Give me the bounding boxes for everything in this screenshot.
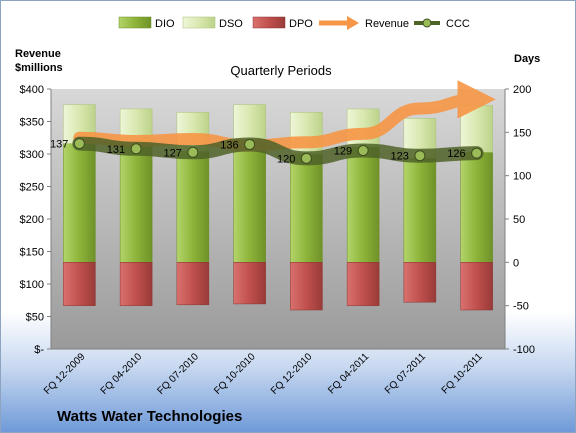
legend-swatch-dio <box>118 16 152 29</box>
left-tick-label: $150 <box>20 247 44 259</box>
left-tick-label: $300 <box>20 149 44 161</box>
lines-group: 137 131 127 136 120 129 123 126 <box>50 80 496 166</box>
legend: DIO DSO DPO Revenue CCC <box>118 16 470 30</box>
x-tick-label: FQ 04-2010 <box>99 351 145 397</box>
x-tick-label: FQ 12-2010 <box>269 351 315 397</box>
bar-dio <box>290 153 323 263</box>
right-tick-label: 100 <box>513 171 531 183</box>
legend-ccc-marker <box>422 18 432 28</box>
bar-dio <box>176 151 210 263</box>
legend-label-revenue: Revenue <box>365 18 409 30</box>
bar-dpo <box>346 262 380 306</box>
ccc-data-label: 126 <box>447 148 465 160</box>
legend-swatch-dso <box>182 16 216 29</box>
revenue-line <box>73 80 496 152</box>
left-tick-label: $200 <box>20 214 44 226</box>
bar-dpo <box>233 262 266 305</box>
ccc-point <box>130 143 142 155</box>
company-name: Watts Water Technologies <box>57 408 242 425</box>
right-tick-label: 200 <box>513 84 531 96</box>
left-tick-label: $350 <box>20 117 44 129</box>
bar-dpo <box>119 262 153 306</box>
left-tick-label: $100 <box>20 279 44 291</box>
ccc-data-label: 129 <box>334 146 352 158</box>
bar-dpo <box>290 262 323 311</box>
ccc-line <box>72 136 484 166</box>
bar-dio <box>460 152 493 263</box>
ccc-data-label: 136 <box>220 139 238 151</box>
bar-dpo <box>63 262 96 306</box>
x-tick-label: FQ 12-2009 <box>42 351 88 397</box>
ccc-point <box>187 146 199 158</box>
legend-label-dio: DIO <box>155 18 175 30</box>
left-tick-label: $50 <box>26 312 44 324</box>
x-tick-label: FQ 07-2011 <box>383 351 428 396</box>
left-axis-title-line2: $millions <box>15 62 63 74</box>
legend-label-dpo: DPO <box>289 18 313 30</box>
ccc-point <box>414 150 426 162</box>
bar-dpo <box>176 262 210 306</box>
x-tick-label: FQ 10-2010 <box>212 351 258 397</box>
bar-dpo <box>403 262 437 303</box>
bar-dio <box>119 145 153 263</box>
right-tick-label: -50 <box>513 301 529 313</box>
right-axis-title: Days <box>514 53 540 65</box>
legend-arrow-head <box>347 16 359 30</box>
ccc-data-label: 131 <box>107 144 125 156</box>
ccc-data-label: 137 <box>50 139 68 151</box>
x-tick-label: FQ 10-2011 <box>440 351 485 396</box>
x-axis: FQ 12-2009 FQ 04-2010 FQ 07-2010 FQ 10-2010… <box>42 348 505 397</box>
right-axis: -100 -50 0 50 100 150 200 <box>504 84 535 356</box>
right-tick-label: -100 <box>513 344 535 356</box>
ccc-point <box>244 138 256 150</box>
ccc-point <box>300 152 312 164</box>
left-axis: $- $50 $100 $150 $200 $250 $300 $350 $400 <box>20 84 52 356</box>
ccc-data-label: 120 <box>277 153 295 165</box>
left-tick-label: $250 <box>20 182 44 194</box>
left-axis-title-line1: Revenue <box>15 48 61 60</box>
bar-dpo <box>460 262 493 311</box>
ccc-data-label: 127 <box>164 147 182 159</box>
bar-dio <box>63 143 96 263</box>
left-tick-label: $400 <box>20 84 44 96</box>
chart-title: Quarterly Periods <box>230 63 332 78</box>
bar-dio <box>346 146 380 263</box>
ccc-data-label: 123 <box>391 151 409 163</box>
legend-swatch-dpo <box>252 16 286 29</box>
plot-area <box>51 89 505 349</box>
bar-dso <box>460 105 493 153</box>
bar-dso <box>233 104 266 144</box>
right-tick-label: 150 <box>513 127 531 139</box>
legend-label-ccc: CCC <box>446 18 470 30</box>
right-tick-label: 50 <box>513 214 525 226</box>
ccc-point <box>357 145 369 157</box>
x-tick-label: FQ 07-2010 <box>155 351 201 397</box>
bar-dio <box>233 143 266 263</box>
left-tick-label: $- <box>34 344 44 356</box>
x-tick-label: FQ 04-2011 <box>326 351 371 396</box>
bar-dio <box>403 158 437 263</box>
right-tick-label: 0 <box>513 257 519 269</box>
ccc-point <box>73 138 85 150</box>
ccc-point <box>471 147 483 159</box>
legend-label-dso: DSO <box>219 18 243 30</box>
